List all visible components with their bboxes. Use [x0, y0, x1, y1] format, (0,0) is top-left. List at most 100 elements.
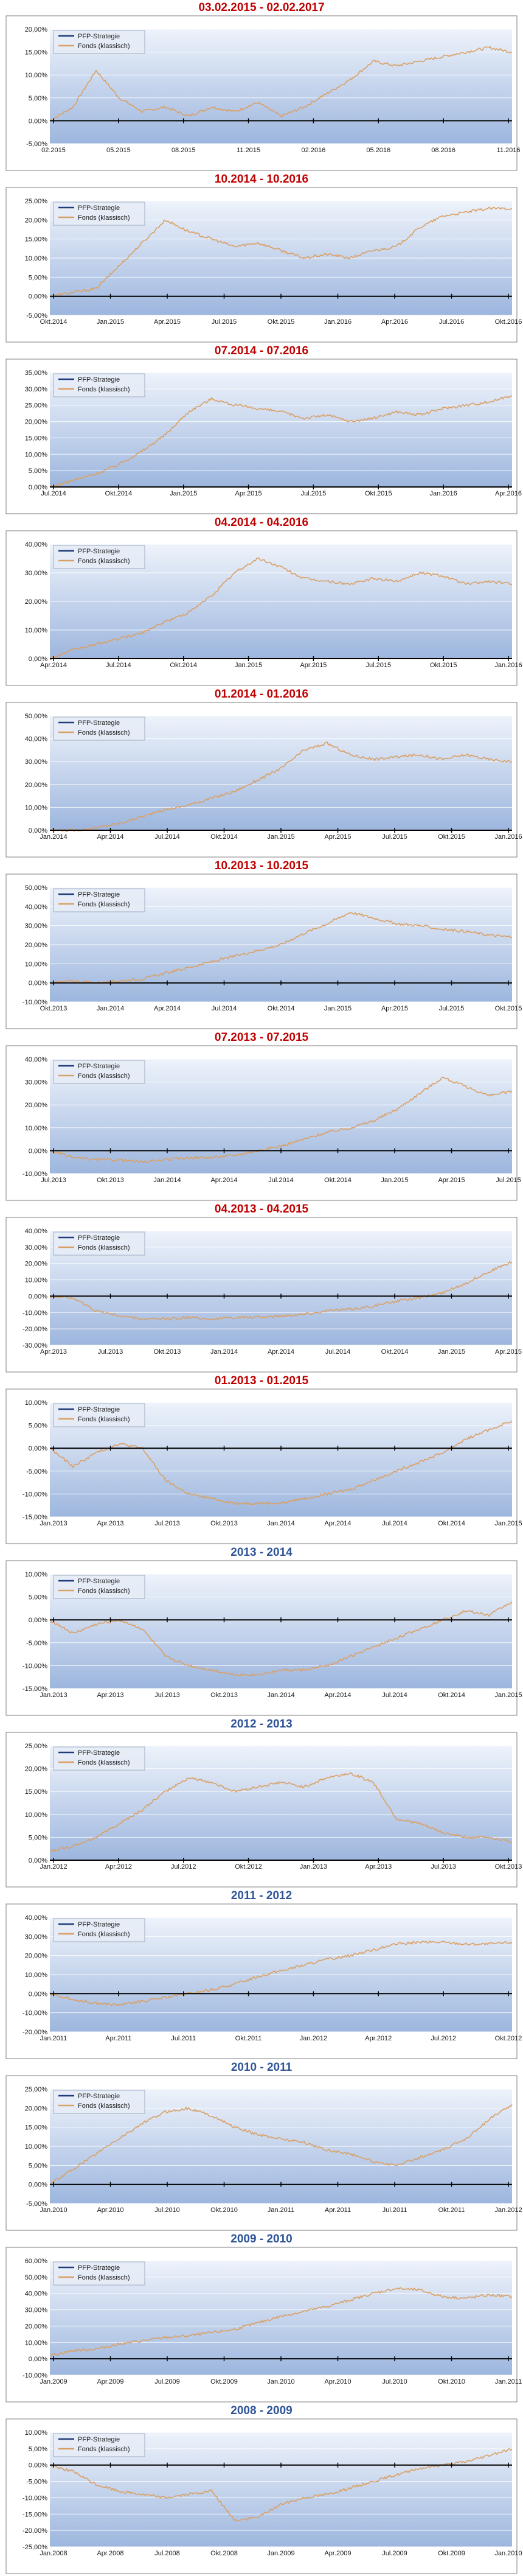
- y-tick-label: 0,00%: [29, 1147, 47, 1155]
- legend-label: Fonds (klassisch): [78, 2274, 130, 2281]
- y-tick-label: 10,00%: [25, 2429, 48, 2437]
- legend-label: PFP-Strategie: [78, 1063, 120, 1070]
- x-tick-label: Jan.2013: [40, 1520, 67, 1527]
- legend-label: Fonds (klassisch): [78, 1416, 130, 1423]
- chart-panel-11: 2012 - 2013 0,00% 5,00% 10,00% 15,00% 20,00% 2…: [5, 1718, 522, 1888]
- x-tick-label: Jul.2014: [325, 1348, 351, 1356]
- x-tick-label: Apr.2012: [105, 1863, 132, 1871]
- legend-label: PFP-Strategie: [78, 1578, 120, 1585]
- y-tick-label: -25,00%: [23, 2544, 47, 2551]
- x-tick-label: Okt.2015: [268, 318, 295, 326]
- x-tick-label: Jan.2014: [210, 1348, 238, 1356]
- legend-label: Fonds (klassisch): [78, 386, 130, 393]
- x-tick-label: Apr.2012: [365, 2035, 392, 2042]
- y-tick-label: 10,00%: [25, 627, 48, 634]
- legend: [53, 888, 145, 912]
- series-line-fonds: [49, 206, 513, 298]
- legend-label: PFP-Strategie: [78, 2093, 120, 2100]
- x-tick-label: Jul.2008: [154, 2550, 180, 2557]
- series-line-fonds: [49, 558, 513, 660]
- chart-title: 01.2013 - 01.2015: [215, 1374, 309, 1387]
- chart-title: 10.2014 - 10.2016: [215, 173, 308, 186]
- legend: [53, 30, 145, 54]
- y-tick-label: 20,00%: [25, 598, 48, 606]
- x-tick-label: Apr.2010: [97, 2207, 123, 2214]
- y-tick-label: 40,00%: [25, 1228, 48, 1235]
- legend: [53, 1231, 145, 1256]
- y-tick-label: 25,00%: [25, 2086, 48, 2093]
- x-tick-label: Jul.2014: [106, 662, 131, 669]
- series-line-fonds: [49, 1076, 513, 1164]
- x-tick-label: Apr.2011: [325, 2207, 351, 2214]
- legend: [53, 545, 145, 569]
- legend: [53, 1060, 145, 1084]
- x-tick-label: 02.2016: [302, 147, 326, 154]
- y-tick-label: 0,00%: [29, 1857, 47, 1864]
- x-tick-label: Jan.2015: [97, 318, 124, 326]
- y-tick-label: -10,00%: [23, 999, 47, 1006]
- legend-label: Fonds (klassisch): [78, 43, 130, 50]
- y-tick-label: 40,00%: [25, 903, 48, 911]
- x-tick-label: Apr.2015: [324, 833, 351, 841]
- x-tick-label: 05.2016: [366, 147, 390, 154]
- y-tick-label: 15,00%: [25, 236, 48, 243]
- legend-label: PFP-Strategie: [78, 33, 120, 40]
- chart-panel-14: 2009 - 2010 -10,00% 0,00% 10,00% 20,00% 30,00…: [5, 2233, 522, 2403]
- y-tick-label: 0,00%: [29, 1445, 47, 1452]
- series-line-fonds: [49, 1772, 513, 1852]
- series-line-fonds: [49, 1601, 513, 1677]
- y-tick-label: 5,00%: [29, 274, 47, 281]
- y-tick-label: 10,00%: [25, 1972, 48, 1979]
- y-tick-label: 40,00%: [25, 2291, 48, 2298]
- x-tick-label: Jan.2016: [494, 833, 522, 841]
- chart-title: 2011 - 2012: [231, 1889, 292, 1902]
- x-tick-label: Jan.2014: [97, 1005, 124, 1012]
- x-tick-label: Jan.2015: [494, 1692, 522, 1699]
- x-tick-label: Jul.2014: [154, 833, 180, 841]
- y-tick-label: 50,00%: [25, 713, 48, 720]
- chart-panel-8: 04.2013 - 04.2015 -30,00% -20,00% -10,00% 0,…: [5, 1203, 522, 1373]
- chart-panel-2: 10.2014 - 10.2016 -5,00% 0,00% 5,00% 10,00% 1…: [5, 173, 522, 343]
- y-tick-label: 40,00%: [25, 736, 48, 743]
- y-tick-label: 25,00%: [25, 198, 48, 205]
- x-tick-label: Jan.2010: [494, 2550, 522, 2557]
- x-tick-label: Jan.2008: [40, 2550, 67, 2557]
- x-tick-label: Apr.2009: [324, 2550, 351, 2557]
- y-tick-label: -5,00%: [26, 2479, 47, 2486]
- chart-panel-7: 07.2013 - 07.2015 -10,00% 0,00% 10,00% 20,00…: [5, 1031, 521, 1201]
- x-tick-label: Apr.2015: [154, 318, 181, 326]
- x-tick-label: Jul.2014: [382, 1692, 407, 1699]
- x-tick-label: Jan.2015: [324, 1005, 352, 1012]
- x-tick-label: 08.2015: [171, 147, 196, 154]
- chart-title: 2013 - 2014: [230, 1546, 293, 1559]
- chart-panel-6: 10.2013 - 10.2015 -10,00% 0,00% 10,00% 20,00…: [5, 859, 522, 1029]
- x-tick-label: Jul.2012: [431, 2035, 456, 2042]
- x-tick-label: Jul.2013: [154, 1520, 180, 1527]
- y-tick-label: 20,00%: [25, 1766, 48, 1773]
- x-tick-label: Apr.2015: [381, 1005, 408, 1012]
- x-tick-label: Apr.2015: [235, 490, 262, 497]
- y-tick-label: 35,00%: [25, 369, 48, 377]
- legend-label: PFP-Strategie: [78, 719, 120, 727]
- legend-label: Fonds (klassisch): [78, 558, 130, 565]
- y-tick-label: 30,00%: [25, 2307, 48, 2314]
- legend: [53, 1403, 145, 1427]
- legend-label: PFP-Strategie: [78, 548, 120, 555]
- y-tick-label: 60,00%: [25, 2258, 48, 2265]
- x-tick-label: 08.2016: [431, 147, 455, 154]
- x-tick-label: Jul.2013: [431, 1863, 456, 1871]
- x-tick-label: Apr.2015: [300, 662, 327, 669]
- legend-label: Fonds (klassisch): [78, 1759, 130, 1766]
- x-tick-label: Okt.2014: [170, 662, 197, 669]
- y-tick-label: -5,00%: [26, 312, 47, 320]
- x-tick-label: Okt.2014: [105, 490, 133, 497]
- y-tick-label: 10,00%: [25, 1277, 48, 1284]
- y-tick-label: 5,00%: [29, 2162, 47, 2169]
- chart-title: 2009 - 2010: [230, 2233, 292, 2245]
- x-tick-label: Jan.2014: [40, 833, 67, 841]
- chart-panel-3: 07.2014 - 07.2016 0,00% 5,00% 10,00% 15,00% 2…: [5, 345, 522, 514]
- y-tick-label: 30,00%: [25, 1933, 48, 1941]
- x-tick-label: Okt.2013: [40, 1005, 68, 1012]
- y-tick-label: -15,00%: [23, 2511, 47, 2518]
- y-tick-label: 30,00%: [25, 1079, 48, 1087]
